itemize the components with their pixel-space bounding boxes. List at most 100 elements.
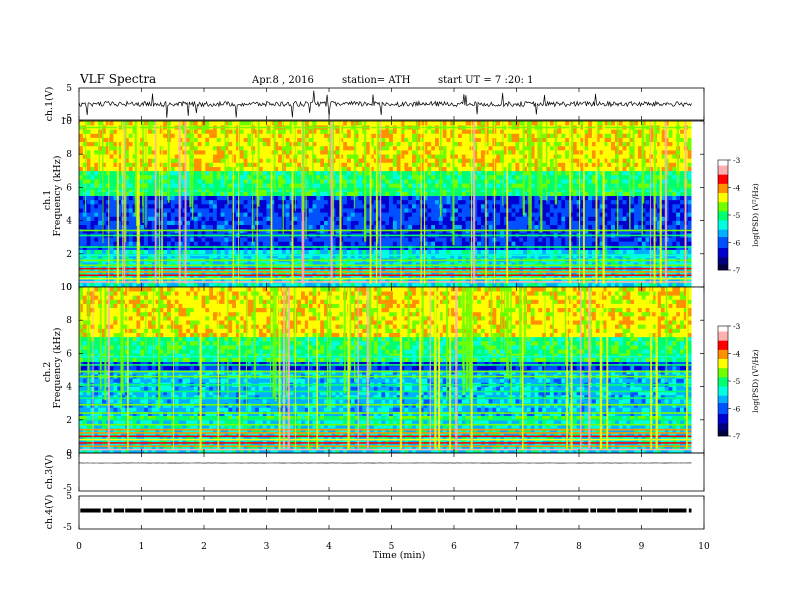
spectrogram-cell <box>668 220 673 226</box>
spectrogram-cell <box>170 170 176 176</box>
spectrogram-cell <box>197 208 202 213</box>
spectrogram-cell <box>634 282 639 288</box>
spectrogram-cell <box>427 262 432 267</box>
spectrogram-cell <box>278 195 283 201</box>
spectrogram-cell <box>446 212 451 217</box>
spectrogram-cell <box>117 166 122 172</box>
spectrogram-cell <box>335 274 340 279</box>
spectrogram-cell <box>90 174 95 180</box>
spectrogram-cell <box>553 208 558 213</box>
spectrogram-cell <box>427 208 432 213</box>
spectrogram-cell <box>239 162 244 167</box>
spectrogram-cell <box>622 166 627 172</box>
spectrogram-cell <box>354 191 359 196</box>
spectrogram-cell <box>446 166 451 172</box>
spectrogram-cell <box>523 220 528 226</box>
spectrogram-cell <box>630 208 635 213</box>
spectrogram-cell <box>270 166 275 172</box>
spectrogram-cell <box>622 191 627 196</box>
spectrogram-cell <box>477 241 482 246</box>
spectrogram-cell <box>209 212 214 217</box>
spectrogram-cell <box>591 162 597 167</box>
spectrogram-cell <box>626 179 631 184</box>
spectrogram-cell <box>308 183 313 188</box>
spectrogram-cell <box>431 224 436 230</box>
spectrogram-cell <box>507 208 512 213</box>
spectrogram-cell <box>121 162 126 167</box>
spectrogram-cell <box>465 195 470 201</box>
spectrogram-cell <box>634 166 639 172</box>
spectrogram-cell <box>519 237 524 242</box>
spectrogram-cell <box>519 262 524 267</box>
spectrogram-cell <box>335 174 340 180</box>
spectrogram-cell <box>369 278 375 284</box>
spectrogram-cell <box>304 237 309 242</box>
spectrogram-cell <box>572 249 577 255</box>
spectrogram-cell <box>546 278 551 284</box>
spectrogram-cell <box>220 216 225 221</box>
spectrogram-cell <box>385 282 390 288</box>
spectrogram-cell <box>454 208 459 213</box>
spectrogram-cell <box>274 179 279 184</box>
spectrogram-cell <box>618 166 623 172</box>
spectrogram-cell <box>320 158 325 163</box>
spectrogram-cell <box>515 274 520 279</box>
spectrogram-cell <box>595 179 600 184</box>
spectrogram-cell <box>117 282 122 288</box>
spectrogram-cell <box>209 216 214 221</box>
spectrogram-cell <box>235 282 241 288</box>
spectrogram-cell <box>488 195 493 201</box>
spectrogram-cell <box>465 204 470 209</box>
spectrogram-cell <box>389 162 394 167</box>
spectrogram-cell <box>415 220 421 226</box>
spectrogram-cell <box>496 183 501 188</box>
spectrogram-cell <box>140 237 145 242</box>
spectrogram-cell <box>258 278 264 284</box>
spectrogram-cell <box>519 170 524 176</box>
spectrogram-cell <box>170 282 176 288</box>
spectrogram-cell <box>90 166 95 172</box>
spectrogram-cell <box>645 199 650 205</box>
spectrogram-cell <box>473 174 478 180</box>
spectrogram-cell <box>350 220 355 226</box>
spectrogram-cell <box>297 224 302 230</box>
spectrogram-cell <box>243 170 248 176</box>
spectrogram-cell <box>389 179 394 184</box>
spectrogram-cell <box>86 274 91 279</box>
spectrogram-cell <box>262 174 267 180</box>
spectrogram-cell <box>534 212 539 217</box>
spectrogram-cell <box>235 237 241 242</box>
spectrogram-cell <box>144 282 149 288</box>
spectrogram-cell <box>649 262 654 267</box>
spectrogram-cell <box>316 199 321 205</box>
spectrogram-cell <box>98 179 103 184</box>
spectrogram-cell <box>565 170 570 176</box>
spectrogram-cell <box>308 166 313 172</box>
spectrogram-cell <box>484 241 489 246</box>
spectrogram-cell <box>603 166 608 172</box>
spectrogram-cell <box>496 262 501 267</box>
spectrogram-cell <box>649 174 654 180</box>
spectrogram-cell <box>209 204 214 209</box>
spectrogram-cell <box>408 278 413 284</box>
spectrogram-cell <box>465 278 470 284</box>
spectrogram-cell <box>350 162 355 167</box>
spectrogram-cell <box>304 191 309 196</box>
spectrogram-cell <box>431 162 436 167</box>
spectrogram-cell <box>212 224 218 230</box>
spectrogram-cell <box>549 278 554 284</box>
spectrogram-cell <box>98 282 103 288</box>
spectrogram-cell <box>553 204 558 209</box>
spectrogram-cell <box>557 158 562 163</box>
spectrogram-cell <box>595 220 600 226</box>
spectrogram-cell <box>113 179 118 184</box>
spectrogram-cell <box>657 204 662 209</box>
spectrogram-cell <box>595 212 600 217</box>
spectrogram-cell <box>404 216 409 221</box>
spectrogram-cell <box>534 237 539 242</box>
spectrogram-cell <box>170 278 176 284</box>
spectrogram-cell <box>155 154 160 159</box>
spectrogram-cell <box>637 179 643 184</box>
spectrogram-cell <box>511 166 516 172</box>
spectrogram-cell <box>519 195 524 201</box>
